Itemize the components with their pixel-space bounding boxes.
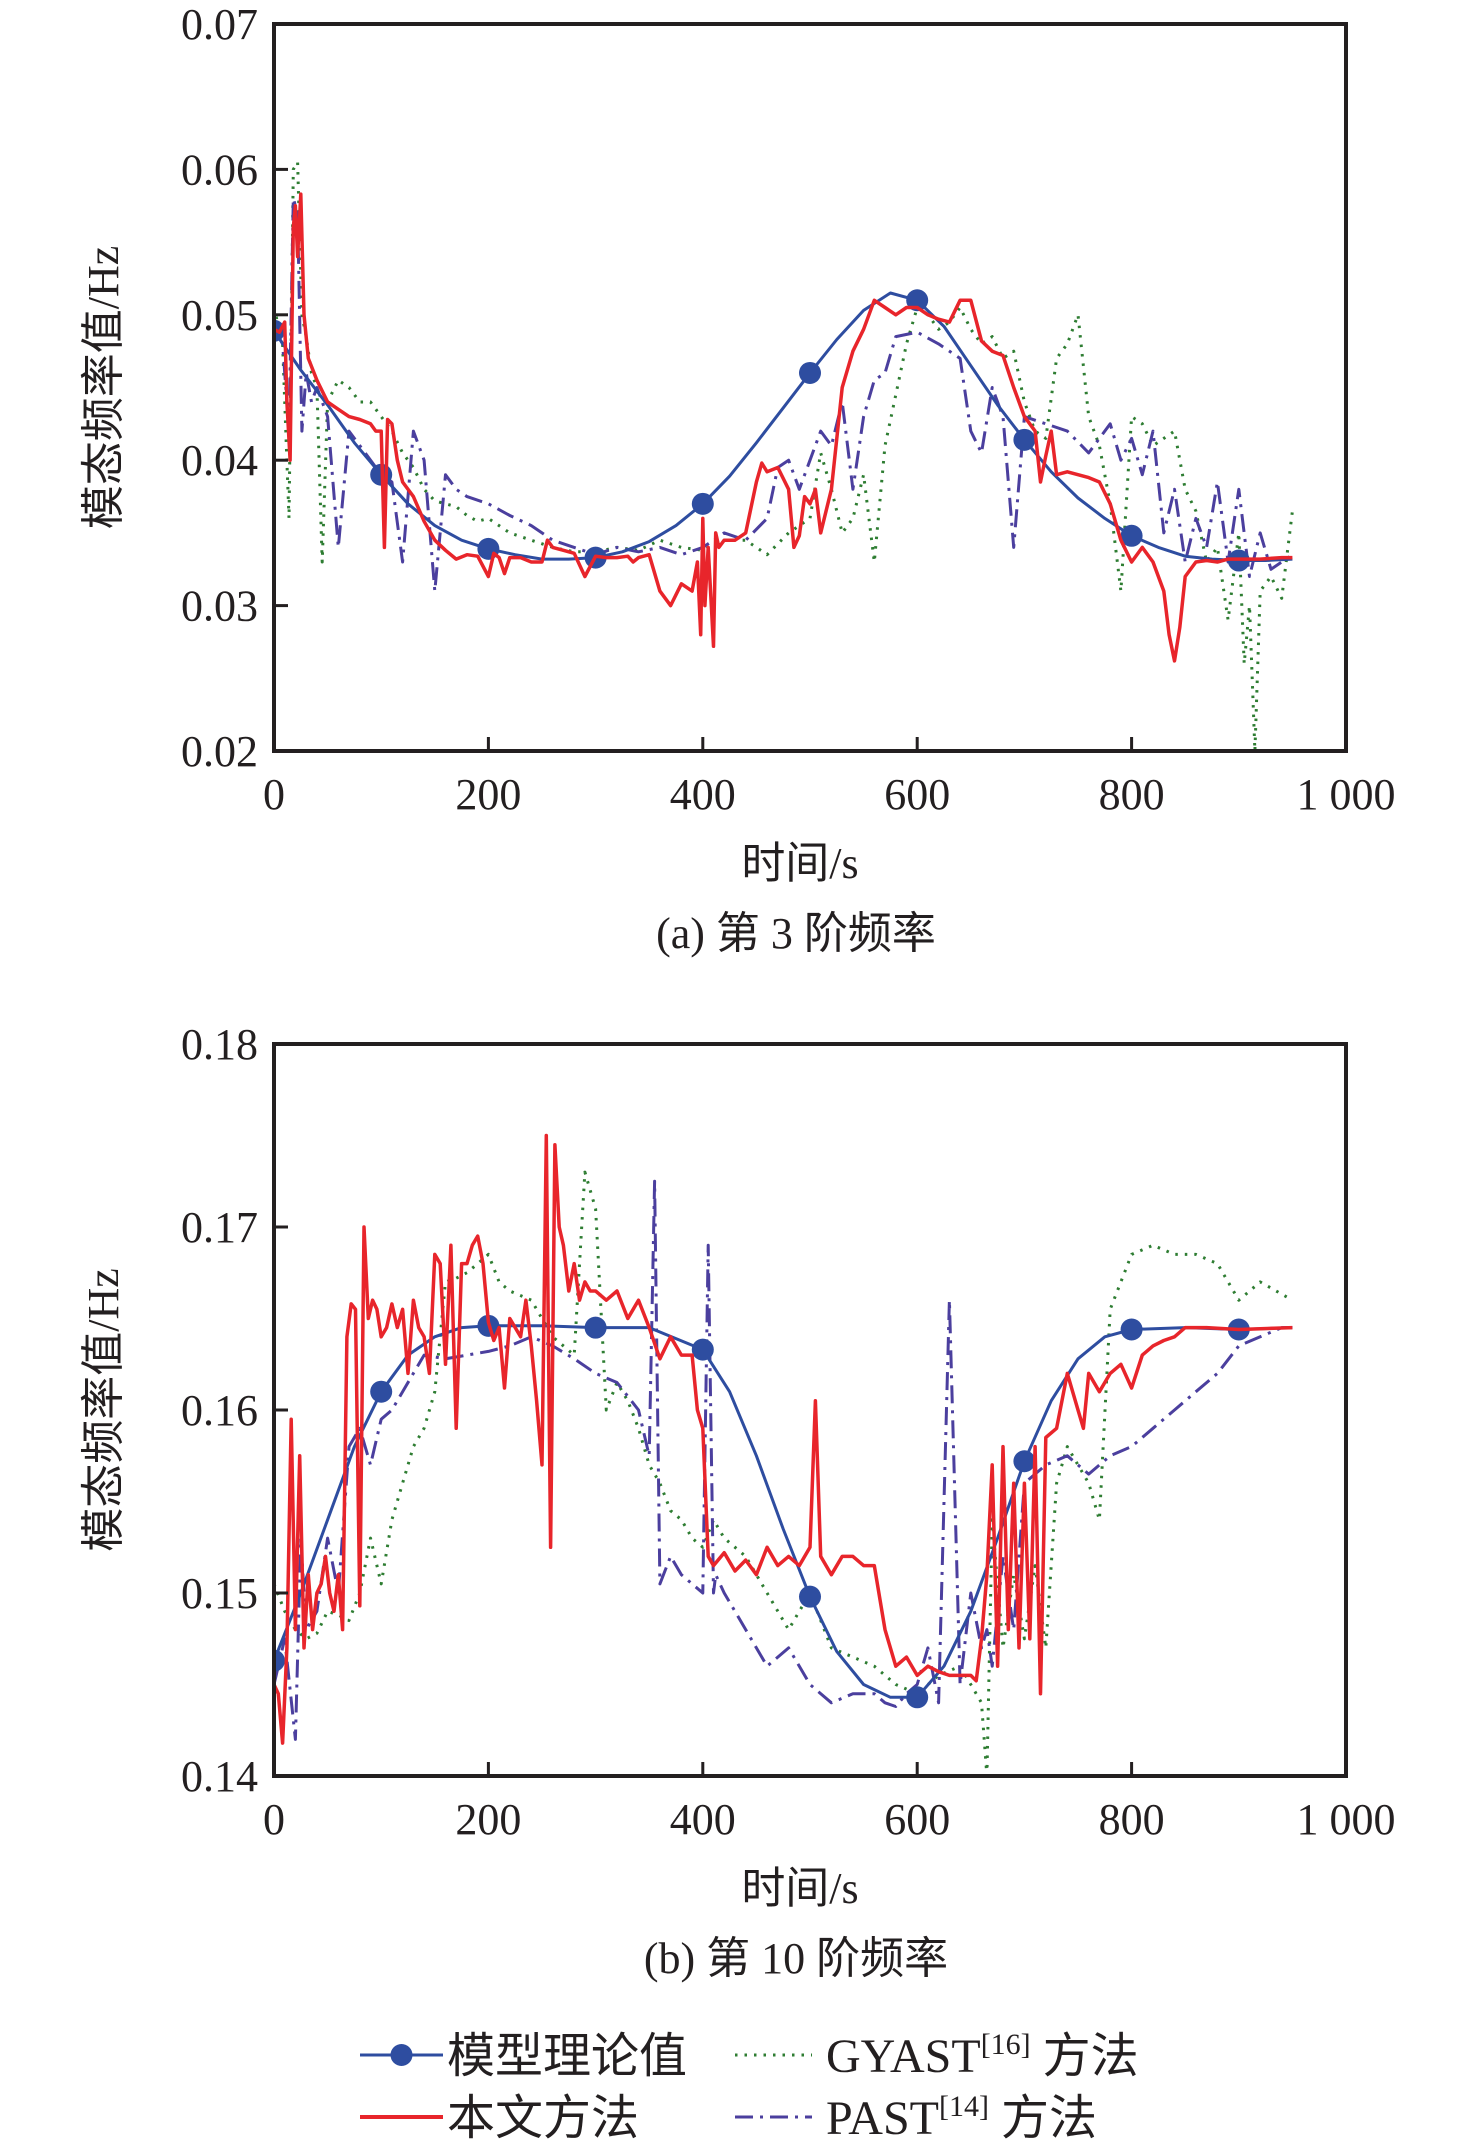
series-line-proposed	[274, 192, 1293, 663]
tick-layer-b: 0 200 400 600 800 1 000 0.14 0.15 0.16 0.17 0.18	[181, 1020, 1396, 1844]
caption-a: (a) 第 3 阶频率	[656, 909, 936, 958]
series-line-proposed	[274, 1133, 1293, 1745]
x-tick-label: 800	[1099, 770, 1165, 819]
caption-b: (b) 第 10 阶频率	[644, 1934, 948, 1983]
y-axis-label-b: 模态频率值/Hz	[79, 1268, 128, 1552]
tick-layer-a: 0 200 400 600 800 1 000 0.02 0.03 0.04 0.05 0.06 0.…	[181, 0, 1396, 819]
data-marker	[584, 1316, 607, 1339]
legend-marker	[390, 2044, 413, 2066]
x-axis-label-b: 时间/s	[741, 1864, 858, 1913]
legend-label: 模型理论值	[447, 2030, 687, 2083]
x-tick-label: 200	[455, 770, 521, 819]
series-line-gyast	[274, 160, 1294, 753]
x-tick-label: 400	[670, 1795, 736, 1844]
data-marker	[1013, 1450, 1036, 1473]
data-marker	[1013, 428, 1036, 451]
legend-item-proposed: 本文方法	[360, 2092, 639, 2145]
series-line-gyast	[274, 1170, 1294, 1778]
x-tick-label: 200	[455, 1795, 521, 1844]
chart-panel-a: 0 200 400 600 800 1 000 0.02 0.03 0.04 0.05 0.06 0.…	[79, 0, 1396, 958]
data-marker	[370, 1380, 393, 1403]
data-marker	[691, 1338, 714, 1361]
x-tick-label: 0	[263, 1795, 285, 1844]
y-tick-label: 0.04	[181, 436, 258, 485]
series-line-model	[274, 1324, 1293, 1699]
plot-frame-b	[272, 1042, 1348, 1778]
x-tick-label: 600	[884, 770, 950, 819]
y-tick-label: 0.17	[181, 1203, 258, 1252]
series-line-past	[274, 1179, 1293, 1741]
series-layer-b	[274, 1133, 1294, 1778]
y-tick-label: 0.16	[181, 1386, 258, 1435]
data-marker	[906, 1686, 929, 1709]
y-tick-label: 0.03	[181, 582, 258, 631]
plot-frame-a	[272, 22, 1348, 753]
legend-item-gyast: GYAST[16] 方法	[735, 2028, 1139, 2083]
legend-label: PAST[14] 方法	[826, 2090, 1097, 2145]
y-tick-label: 0.18	[181, 1020, 258, 1069]
legend-label: GYAST[16] 方法	[826, 2028, 1139, 2083]
x-tick-label: 400	[670, 770, 736, 819]
legend-label: 本文方法	[447, 2092, 639, 2145]
data-marker	[1120, 524, 1143, 547]
legend-item-model: 模型理论值	[360, 2030, 687, 2083]
x-tick-label: 800	[1099, 1795, 1165, 1844]
legend-item-past: PAST[14] 方法	[735, 2090, 1097, 2145]
x-axis-label-a: 时间/s	[741, 839, 858, 888]
x-tick-label: 0	[263, 770, 285, 819]
x-tick-label: 1 000	[1297, 770, 1396, 819]
x-tick-label: 600	[884, 1795, 950, 1844]
data-marker	[799, 361, 821, 384]
data-marker	[799, 1585, 821, 1608]
series-line-model	[274, 291, 1293, 562]
y-tick-label: 0.14	[181, 1752, 258, 1801]
y-tick-label: 0.15	[181, 1569, 258, 1618]
data-marker	[1120, 1318, 1143, 1341]
y-tick-label: 0.02	[181, 727, 258, 776]
y-tick-label: 0.05	[181, 291, 258, 340]
data-marker	[691, 492, 714, 515]
data-marker	[274, 1649, 285, 1672]
y-axis-label-a: 模态频率值/Hz	[79, 246, 128, 530]
x-tick-label: 1 000	[1297, 1795, 1396, 1844]
y-tick-label: 0.06	[181, 145, 258, 194]
series-layer-a	[274, 160, 1294, 753]
chart-panel-b: 0 200 400 600 800 1 000 0.14 0.15 0.16 0.17 0.18 模…	[79, 1020, 1396, 1983]
y-tick-label: 0.07	[181, 0, 258, 49]
